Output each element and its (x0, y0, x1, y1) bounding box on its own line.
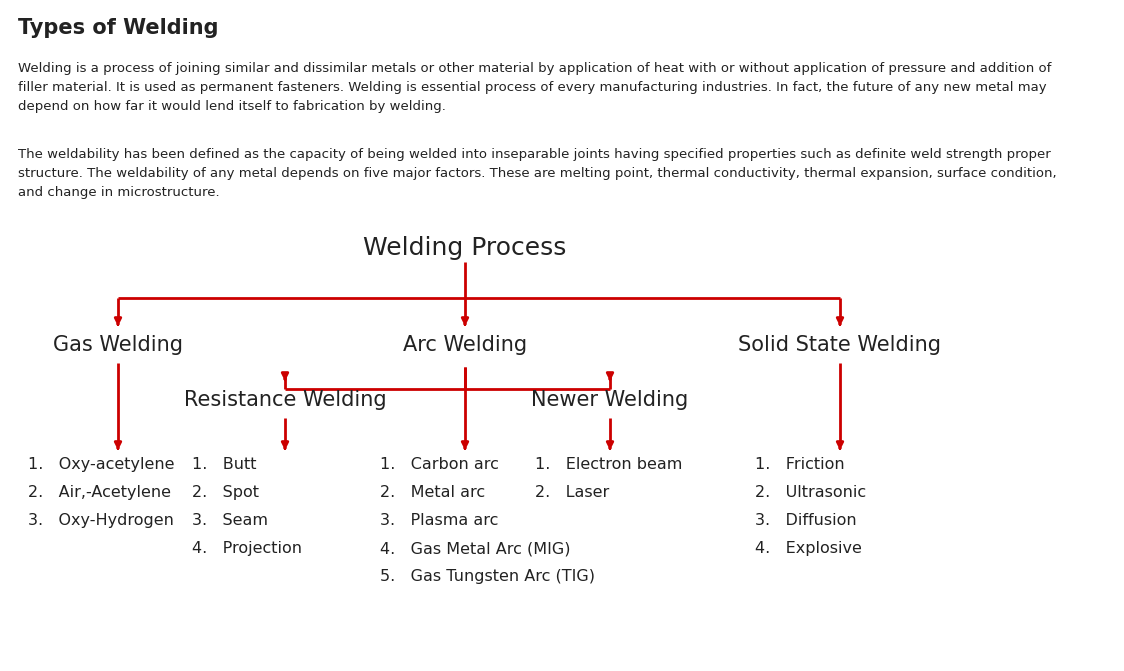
Text: 2.   Metal arc: 2. Metal arc (380, 485, 486, 500)
Text: 1.   Electron beam: 1. Electron beam (535, 457, 682, 472)
Text: 1.   Oxy-acetylene: 1. Oxy-acetylene (28, 457, 174, 472)
Text: The weldability has been defined as the capacity of being welded into inseparabl: The weldability has been defined as the … (18, 148, 1057, 199)
Text: 2.   Air,-Acetylene: 2. Air,-Acetylene (28, 485, 171, 500)
Text: 1.   Carbon arc: 1. Carbon arc (380, 457, 499, 472)
Text: 3.   Diffusion: 3. Diffusion (755, 513, 856, 528)
Text: Resistance Welding: Resistance Welding (183, 390, 387, 410)
Text: 2.   Ultrasonic: 2. Ultrasonic (755, 485, 867, 500)
Text: 3.   Oxy-Hydrogen: 3. Oxy-Hydrogen (28, 513, 174, 528)
Text: 3.   Plasma arc: 3. Plasma arc (380, 513, 498, 528)
Text: 4.   Projection: 4. Projection (192, 541, 302, 556)
Text: 4.   Gas Metal Arc (MIG): 4. Gas Metal Arc (MIG) (380, 541, 571, 556)
Text: 5.   Gas Tungsten Arc (TIG): 5. Gas Tungsten Arc (TIG) (380, 569, 595, 584)
Text: Solid State Welding: Solid State Welding (738, 335, 942, 355)
Text: 2.   Laser: 2. Laser (535, 485, 609, 500)
Text: 2.   Spot: 2. Spot (192, 485, 259, 500)
Text: Welding is a process of joining similar and dissimilar metals or other material : Welding is a process of joining similar … (18, 62, 1051, 113)
Text: 4.   Explosive: 4. Explosive (755, 541, 862, 556)
Text: 3.   Seam: 3. Seam (192, 513, 268, 528)
Text: Gas Welding: Gas Welding (53, 335, 183, 355)
Text: Arc Welding: Arc Welding (402, 335, 527, 355)
Text: 1.   Butt: 1. Butt (192, 457, 256, 472)
Text: Newer Welding: Newer Welding (532, 390, 689, 410)
Text: Types of Welding: Types of Welding (18, 18, 218, 38)
Text: Welding Process: Welding Process (363, 236, 566, 260)
Text: 1.   Friction: 1. Friction (755, 457, 844, 472)
